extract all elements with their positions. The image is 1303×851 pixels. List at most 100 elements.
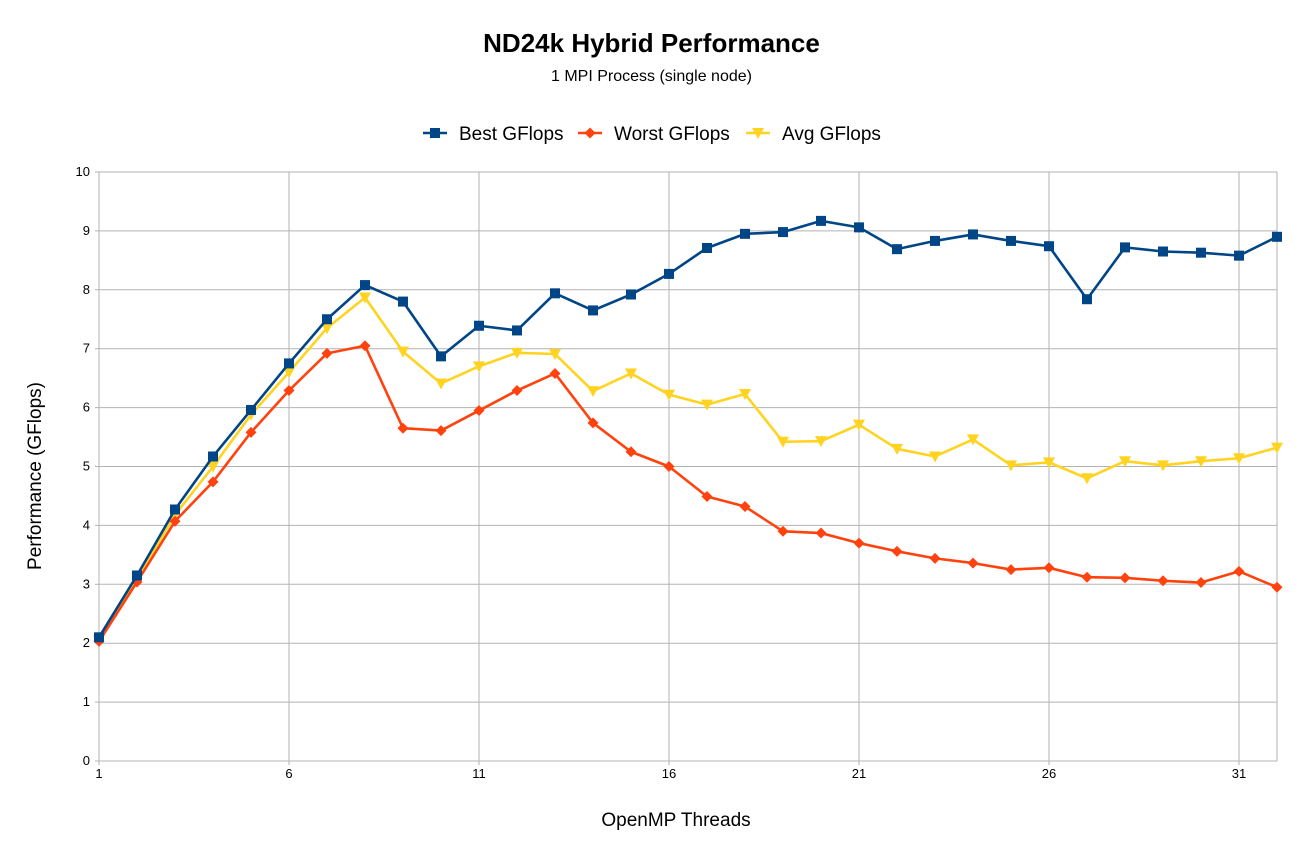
data-point [359,340,371,352]
data-point [854,222,864,233]
y-tick-label: 0 [83,753,90,768]
data-point [967,557,979,569]
legend: Best GFlops Worst GFlops Avg GFlops [423,124,881,145]
data-point [359,292,371,304]
data-point [246,404,256,415]
data-point [967,434,979,446]
data-point [777,436,789,448]
data-point [473,405,485,417]
y-tick-label: 9 [83,223,90,238]
data-point [1081,571,1093,583]
data-point [1082,294,1092,305]
x-axis-title: OpenMP Threads [601,810,750,831]
data-point [207,476,219,488]
y-tick-label: 7 [83,341,90,356]
data-point [208,451,218,462]
data-point [1119,456,1131,468]
data-point [816,215,826,226]
data-point [511,347,523,359]
data-point [1271,581,1283,593]
x-tick-label: 6 [285,766,292,781]
data-point [169,515,181,527]
data-point [1119,572,1131,584]
y-tick-labels: 0 1 2 3 4 5 6 7 8 9 10 [76,164,90,768]
data-point [1044,241,1054,252]
data-point [587,417,599,429]
data-point [397,422,409,434]
chart-title: ND24k Hybrid Performance [483,28,820,58]
x-tick-label: 11 [472,766,486,781]
data-point [815,527,827,539]
data-point [1157,460,1169,472]
data-point [625,446,637,458]
data-point [664,268,674,279]
data-point [739,389,751,401]
data-point [397,346,409,358]
data-point [170,504,180,515]
data-point [283,385,295,397]
data-point [739,501,751,513]
series-line [97,219,1278,638]
data-point [1006,235,1016,246]
data-point [702,242,712,253]
series-worst-gflops [93,340,1283,647]
data-point [435,425,447,437]
data-point [929,552,941,564]
x-tick-labels: 1 6 11 16 21 26 31 [95,766,1246,781]
data-point [322,314,332,325]
data-point [929,451,941,463]
legend-label: Avg GFlops [782,124,881,145]
data-point [968,229,978,240]
x-tick-label: 16 [662,766,676,781]
data-point [284,358,294,369]
legend-item: Best GFlops [423,124,564,145]
data-point [853,419,865,431]
series-group [93,215,1283,647]
legend-marker [752,128,764,139]
legend-item: Worst GFlops [578,124,730,145]
data-point [891,443,903,455]
data-point [663,389,675,401]
data-point [1195,577,1207,589]
data-point [853,537,865,549]
data-point [625,368,637,380]
y-tick-label: 2 [83,635,90,650]
data-point [550,288,560,299]
x-tick-label: 26 [1042,766,1056,781]
series-best-gflops [94,215,1282,643]
legend-marker [584,127,596,139]
data-point [132,570,142,581]
legend-label: Best GFlops [459,124,564,145]
data-point [1157,575,1169,587]
y-tick-label: 5 [83,459,90,474]
data-point [701,399,713,411]
data-point [511,385,523,397]
data-point [778,227,788,238]
data-point [777,525,789,537]
y-tick-label: 1 [83,694,90,709]
series-line [97,296,1278,641]
data-point [891,545,903,557]
data-point [321,323,333,335]
data-point [474,320,484,331]
data-point [436,351,446,362]
data-point [94,632,104,643]
axes [95,171,1277,765]
legend-item: Avg GFlops [746,124,881,145]
data-point [512,325,522,336]
y-tick-label: 10 [76,164,90,179]
y-tick-label: 8 [83,282,90,297]
data-point [283,367,295,379]
data-point [626,289,636,300]
data-point [245,426,257,438]
data-point [815,436,827,448]
data-point [1272,231,1282,242]
x-tick-label: 21 [852,766,866,781]
data-point [1081,473,1093,485]
data-point [1158,246,1168,257]
data-point [207,461,219,473]
data-point [587,386,599,398]
x-tick-label: 1 [95,766,102,781]
data-point [473,361,485,373]
y-axis-title: Performance (GFlops) [25,382,46,570]
